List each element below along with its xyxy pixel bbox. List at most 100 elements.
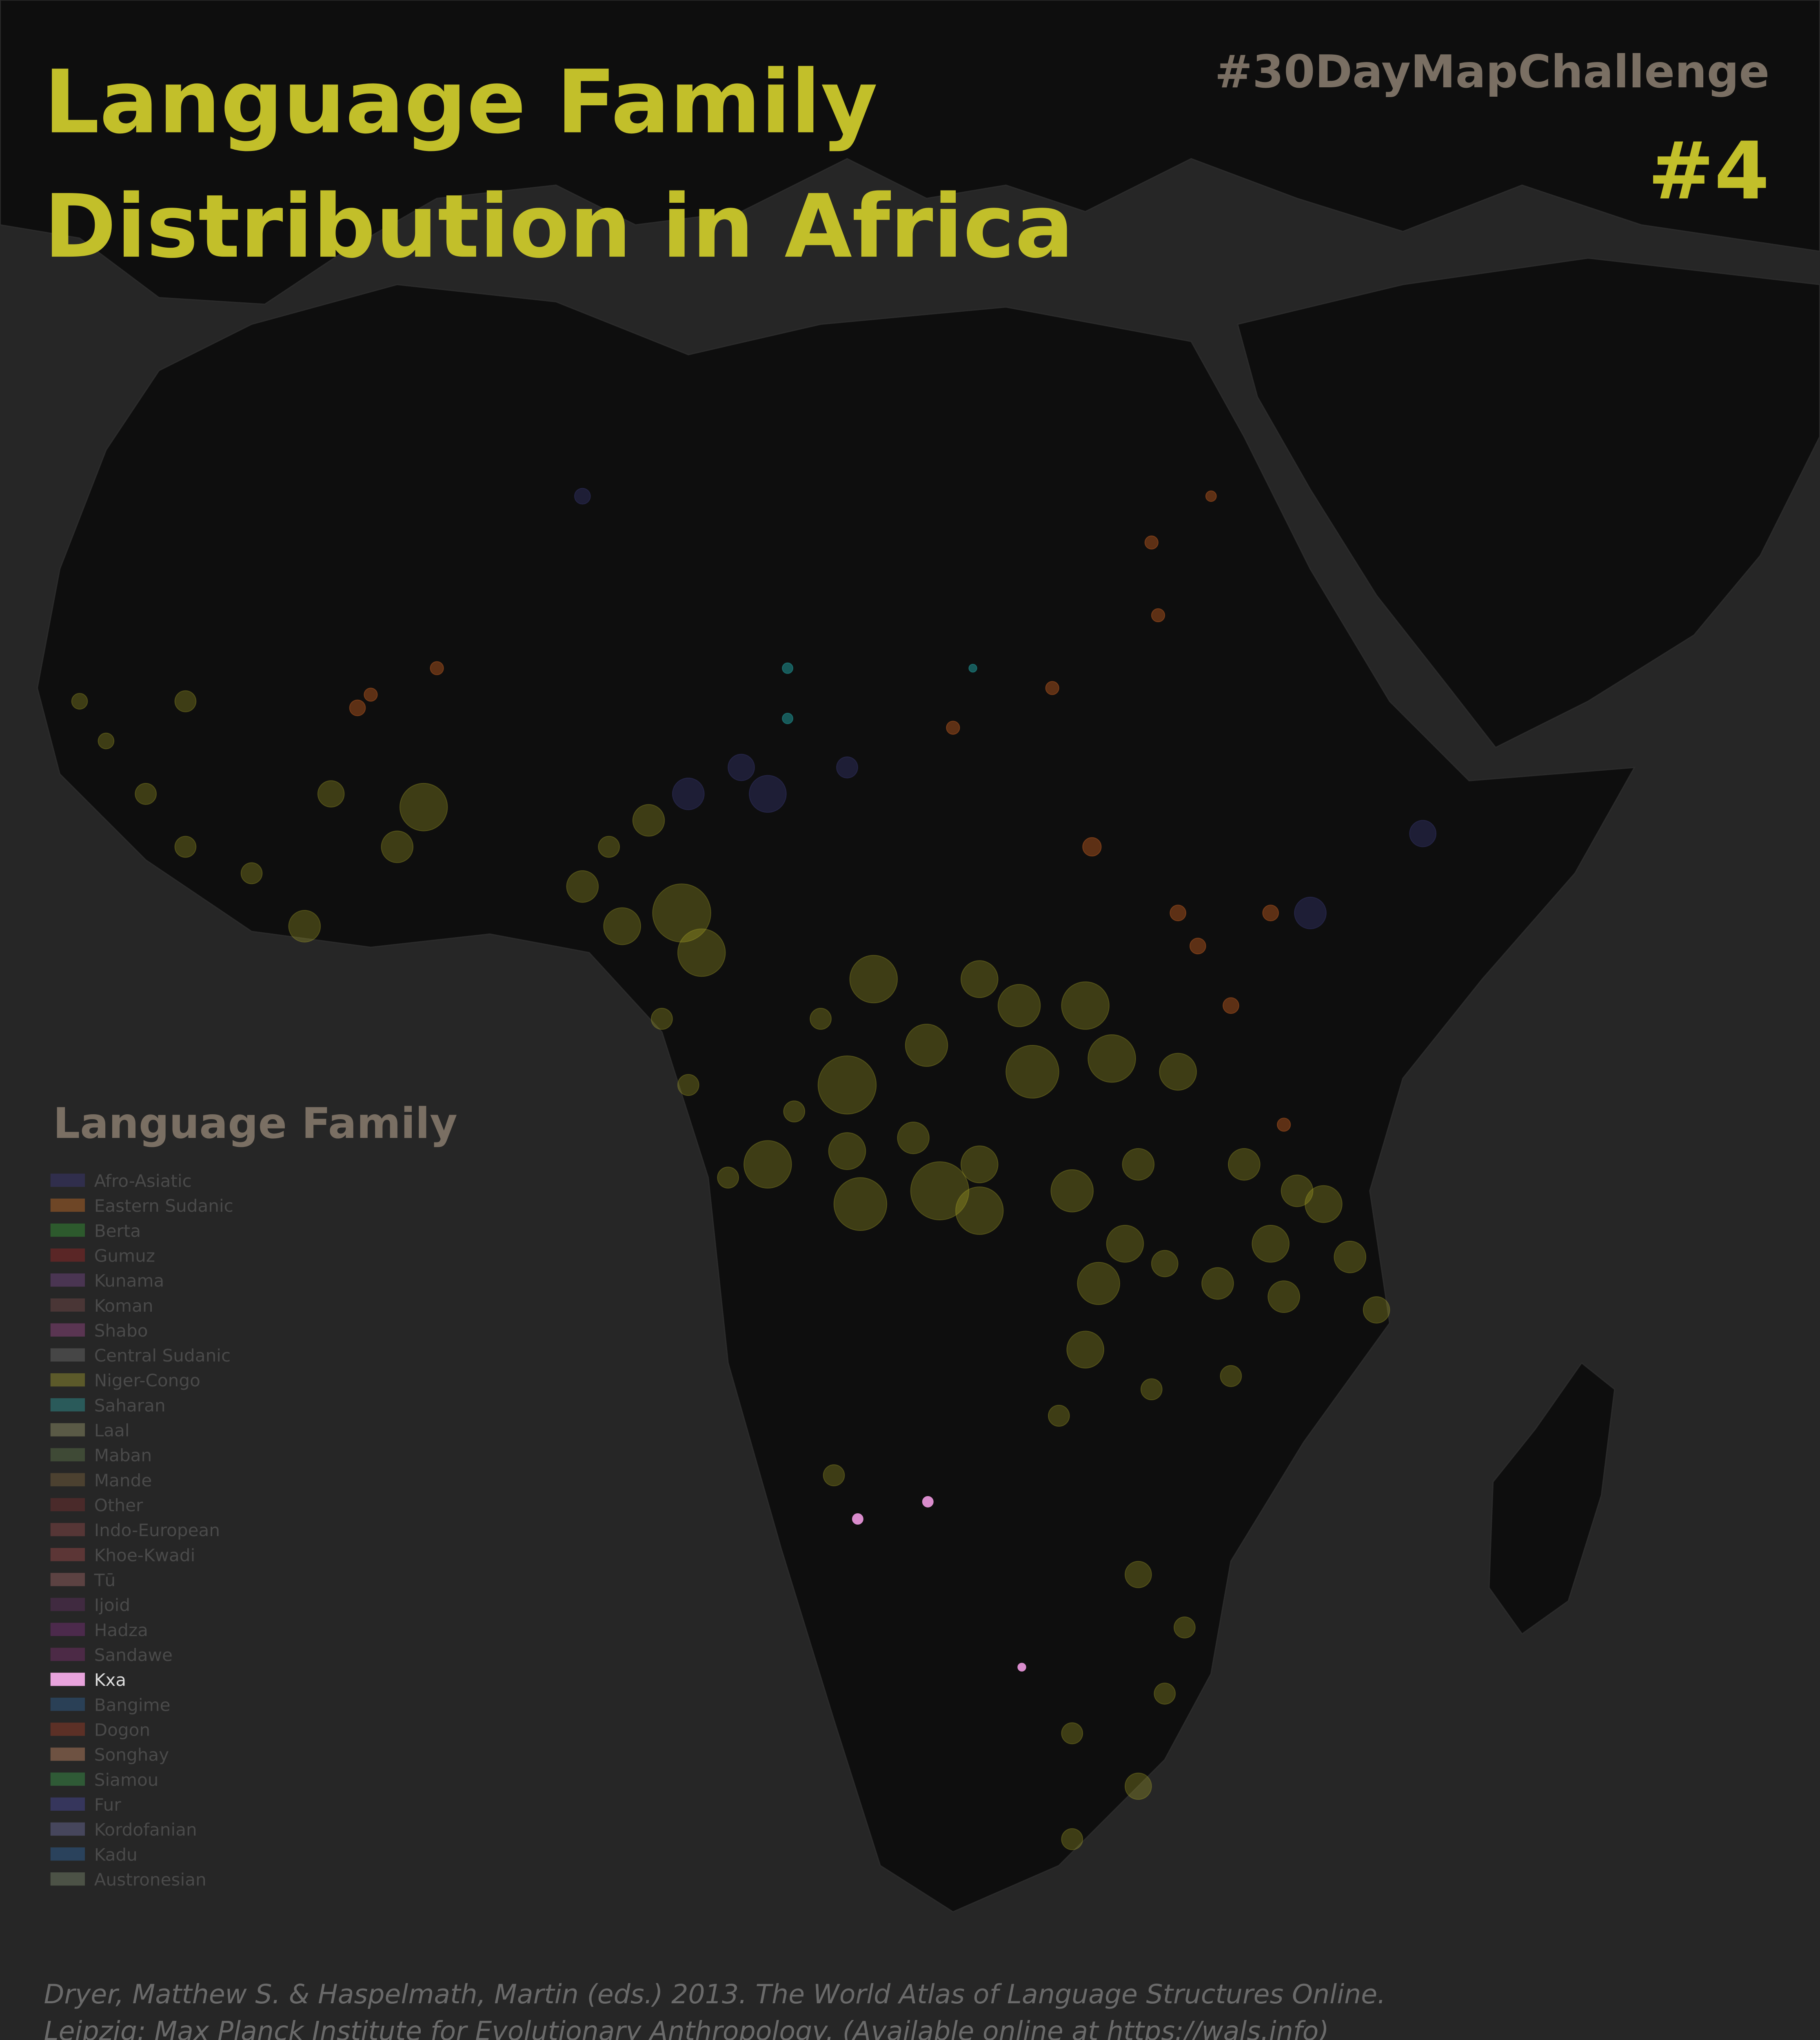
legend-swatch	[50, 1348, 85, 1362]
language-point	[968, 664, 977, 673]
language-point	[960, 1145, 999, 1184]
language-point	[98, 732, 115, 749]
language-point	[817, 1055, 877, 1115]
legend-label: Eastern Sudanic	[94, 1196, 233, 1216]
legend-label: Ijoid	[94, 1595, 130, 1615]
language-point	[1061, 981, 1110, 1030]
legend-label: Songhay	[94, 1745, 169, 1765]
language-point	[1066, 1330, 1105, 1369]
legend-label: Shabo	[94, 1321, 148, 1341]
language-point	[1334, 1240, 1367, 1273]
language-point	[574, 488, 591, 505]
legend-label: Siamou	[94, 1770, 159, 1790]
legend-swatch	[50, 1872, 85, 1886]
language-point	[1151, 608, 1165, 623]
language-point	[1220, 1365, 1242, 1387]
legend-swatch	[50, 1672, 85, 1686]
language-point	[1017, 1663, 1026, 1672]
language-point	[1252, 1225, 1290, 1263]
day-number: #4	[1648, 124, 1769, 217]
legend-swatch	[50, 1573, 85, 1586]
legend-swatch	[50, 1523, 85, 1537]
language-point	[782, 712, 793, 724]
legend-label: Kunama	[94, 1271, 164, 1291]
legend-label: Kordofanian	[94, 1820, 197, 1840]
language-point	[1005, 1044, 1059, 1099]
language-point	[1151, 1250, 1179, 1277]
legend-label: Saharan	[94, 1395, 166, 1415]
language-point	[1276, 1118, 1291, 1132]
language-points	[71, 488, 1437, 1850]
language-point	[1174, 1616, 1196, 1639]
legend-label: Hadza	[94, 1620, 148, 1640]
language-point	[364, 687, 378, 702]
language-point	[1106, 1225, 1144, 1263]
legend-swatch	[50, 1198, 85, 1212]
language-point	[1294, 896, 1327, 929]
land	[0, 0, 1820, 1913]
language-point	[1125, 1561, 1152, 1588]
language-point	[1154, 1683, 1176, 1705]
language-point	[677, 928, 726, 977]
legend-swatch	[50, 1772, 85, 1786]
language-point	[1122, 1148, 1155, 1181]
language-point	[1267, 1280, 1301, 1313]
language-point	[728, 754, 755, 781]
language-point	[1281, 1174, 1314, 1207]
africa	[36, 284, 1636, 1913]
header: Language Family Distribution in Africa #…	[44, 46, 1769, 277]
legend-label: Koman	[94, 1296, 153, 1316]
language-point	[823, 1464, 845, 1486]
language-point	[1409, 820, 1437, 847]
language-point	[399, 783, 448, 832]
legend-swatch	[50, 1623, 85, 1636]
language-point	[288, 910, 321, 942]
language-point	[997, 984, 1041, 1027]
language-point	[1262, 905, 1279, 922]
language-point	[1159, 1053, 1197, 1091]
language-point	[677, 1074, 699, 1096]
language-point	[349, 699, 366, 716]
language-point	[1170, 905, 1187, 922]
legend-swatch	[50, 1373, 85, 1387]
legend-label: Khoe-Kwadi	[94, 1545, 195, 1565]
legend-swatch	[50, 1473, 85, 1486]
legend-title: Language Family	[53, 1099, 457, 1148]
legend-label: Niger-Congo	[94, 1370, 200, 1390]
language-point	[652, 883, 711, 942]
legend-swatch	[50, 1298, 85, 1312]
language-point	[828, 1132, 866, 1170]
title-line: Language Family	[44, 51, 877, 153]
language-point	[836, 756, 858, 778]
legend-swatch	[50, 1223, 85, 1237]
language-point	[946, 721, 960, 735]
legend-label: Tū	[94, 1570, 115, 1590]
language-point	[1222, 997, 1239, 1014]
language-point	[672, 777, 705, 810]
language-point	[1048, 1405, 1070, 1427]
language-point	[603, 907, 641, 945]
language-point	[783, 1100, 806, 1123]
language-point	[1050, 1169, 1094, 1213]
language-point	[1363, 1296, 1390, 1324]
hashtag: #30DayMapChallenge	[1215, 46, 1770, 98]
legend-swatch	[50, 1822, 85, 1836]
credit-line: Leipzig: Max Planck Institute for Evolut…	[44, 2016, 1329, 2040]
legend-label: Central Sudanic	[94, 1346, 231, 1366]
language-point	[174, 836, 197, 858]
legend-swatch	[50, 1723, 85, 1736]
language-point	[1205, 490, 1217, 502]
language-point	[1227, 1148, 1261, 1181]
language-point	[651, 1008, 673, 1030]
legend-swatch	[50, 1423, 85, 1437]
language-point	[71, 693, 88, 710]
language-point	[381, 830, 414, 863]
language-point	[1082, 837, 1102, 857]
legend-label: Laal	[94, 1421, 130, 1441]
legend: Afro-Asiatic Eastern Sudanic Berta Gumuz Kun…	[50, 1171, 233, 1890]
language-point	[782, 662, 793, 674]
madagascar	[1488, 1361, 1616, 1635]
language-point	[897, 1122, 930, 1154]
legend-label: Indo-European	[94, 1520, 220, 1540]
